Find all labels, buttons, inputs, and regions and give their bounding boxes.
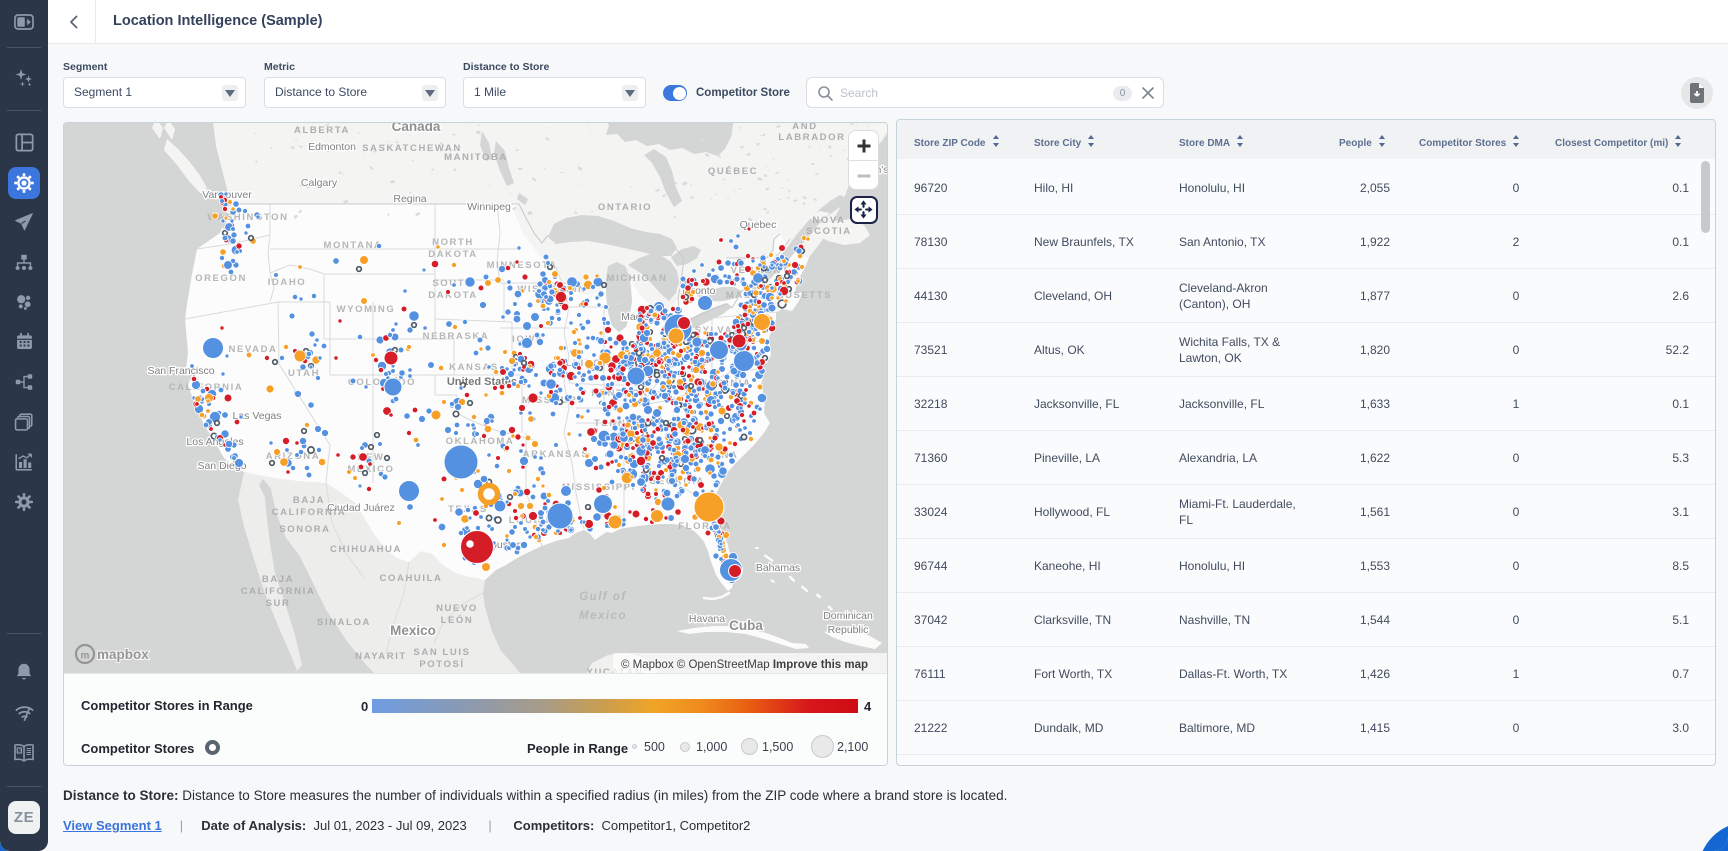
- svg-text:Republic: Republic: [828, 624, 869, 636]
- svg-text:ONTARIO: ONTARIO: [598, 202, 652, 213]
- svg-text:UTAH: UTAH: [288, 368, 320, 379]
- svg-text:DAKOTA: DAKOTA: [428, 249, 478, 260]
- svg-text:SASKATCHEWAN: SASKATCHEWAN: [362, 143, 462, 154]
- svg-text:LEÓN: LEÓN: [441, 614, 474, 626]
- svg-text:KANSAS: KANSAS: [449, 362, 499, 373]
- svg-text:MICHIGAN: MICHIGAN: [607, 273, 668, 284]
- svg-text:mapbox: mapbox: [97, 647, 149, 662]
- svg-text:Quebec: Quebec: [740, 219, 777, 231]
- svg-text:SUR: SUR: [266, 598, 291, 609]
- svg-text:LABRADOR: LABRADOR: [778, 132, 845, 143]
- svg-text:Edmonton: Edmonton: [308, 141, 356, 153]
- svg-text:GEORGIA: GEORGIA: [649, 476, 705, 487]
- svg-text:DAKOTA: DAKOTA: [428, 290, 478, 301]
- svg-text:Regina: Regina: [393, 193, 426, 205]
- svg-text:MEXICO: MEXICO: [347, 464, 394, 475]
- svg-text:NEVADA: NEVADA: [228, 344, 277, 355]
- svg-text:NORTH: NORTH: [432, 237, 474, 248]
- svg-text:Ciudad Juárez: Ciudad Juárez: [327, 502, 395, 514]
- svg-text:Mexico: Mexico: [390, 623, 436, 638]
- svg-text:Winnipeg: Winnipeg: [467, 201, 511, 213]
- svg-text:QUÉBEC: QUÉBEC: [708, 166, 758, 177]
- svg-text:CALIFORNIA: CALIFORNIA: [241, 586, 316, 597]
- svg-text:OREGON: OREGON: [195, 273, 247, 284]
- svg-text:SINALOA: SINALOA: [317, 617, 371, 628]
- svg-text:SCOTIA: SCOTIA: [806, 226, 852, 237]
- svg-text:Las Vegas: Las Vegas: [232, 410, 281, 422]
- svg-text:Gulf of: Gulf of: [579, 591, 627, 603]
- svg-text:Havana: Havana: [689, 613, 725, 625]
- svg-text:IDAHO: IDAHO: [268, 277, 307, 288]
- svg-text:© Mapbox © OpenStreetMap Impro: © Mapbox © OpenStreetMap Improve this ma…: [621, 659, 868, 671]
- svg-text:NAYARIT: NAYARIT: [355, 651, 407, 662]
- svg-text:NOVA: NOVA: [812, 215, 845, 226]
- svg-text:AND: AND: [792, 123, 817, 132]
- svg-text:ARKANSAS: ARKANSAS: [523, 449, 590, 460]
- svg-text:WYOMING: WYOMING: [337, 304, 396, 315]
- svg-text:Mexico: Mexico: [579, 610, 627, 622]
- svg-text:BAJA: BAJA: [262, 574, 294, 585]
- svg-text:SAN LUIS: SAN LUIS: [413, 647, 470, 658]
- svg-text:Bahamas: Bahamas: [756, 562, 800, 574]
- svg-text:NEBRASKA: NEBRASKA: [423, 331, 490, 342]
- svg-text:San Francisco: San Francisco: [147, 365, 214, 377]
- svg-text:OKLAHOMA: OKLAHOMA: [446, 436, 515, 447]
- svg-text:CALIFORNIA: CALIFORNIA: [272, 507, 347, 518]
- svg-text:FLORIDA: FLORIDA: [678, 521, 731, 532]
- svg-text:MANITOBA: MANITOBA: [444, 152, 508, 163]
- svg-text:SONORA: SONORA: [279, 524, 330, 535]
- svg-text:BAJA: BAJA: [293, 495, 325, 506]
- svg-text:ALBERTA: ALBERTA: [294, 125, 350, 136]
- svg-text:Cuba: Cuba: [729, 618, 763, 633]
- svg-text:NUEVO: NUEVO: [436, 603, 478, 614]
- svg-text:A: A: [18, 748, 21, 753]
- svg-text:PENNSYLVANIA: PENNSYLVANIA: [662, 325, 754, 336]
- svg-text:Calgary: Calgary: [301, 177, 338, 189]
- svg-text:MONTANA: MONTANA: [323, 240, 382, 251]
- svg-text:COAHUILA: COAHUILA: [380, 573, 443, 584]
- svg-text:POTOSÍ: POTOSÍ: [419, 659, 464, 670]
- svg-text:m: m: [81, 651, 90, 662]
- svg-text:WASHINGTON: WASHINGTON: [207, 212, 288, 223]
- svg-text:NEW: NEW: [358, 452, 385, 463]
- svg-text:Canada: Canada: [392, 123, 441, 134]
- svg-text:MINNESOTA: MINNESOTA: [487, 260, 558, 271]
- svg-text:ARIZONA: ARIZONA: [266, 451, 320, 462]
- svg-text:Dominican: Dominican: [823, 610, 873, 622]
- svg-text:CHIHUAHUA: CHIHUAHUA: [330, 544, 402, 555]
